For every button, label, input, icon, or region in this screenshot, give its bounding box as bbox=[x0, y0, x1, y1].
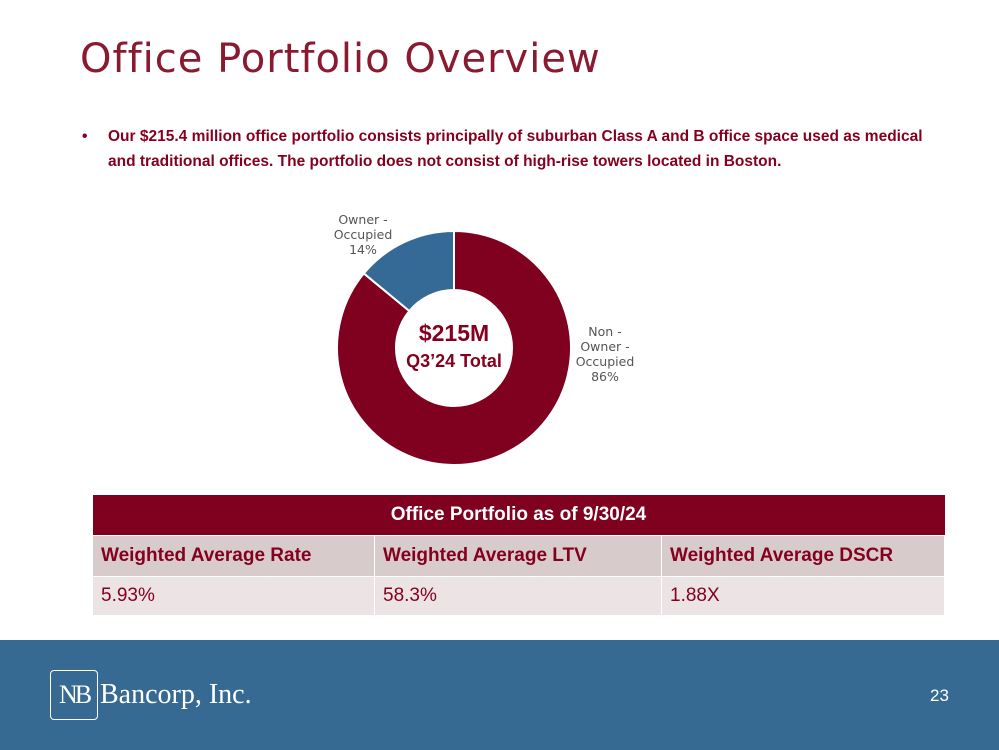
donut-center-label: $215M Q3’24 Total bbox=[380, 318, 528, 374]
office-portfolio-table: Office Portfolio as of 9/30/24 Weighted … bbox=[92, 495, 945, 616]
label-line: Owner - bbox=[580, 339, 630, 354]
value-ltv: 58.3% bbox=[374, 576, 662, 616]
header-ltv: Weighted Average LTV bbox=[374, 535, 662, 577]
owner-occupied-label: Owner - Occupied 14% bbox=[318, 212, 408, 257]
header-rate: Weighted Average Rate bbox=[92, 535, 375, 577]
label-line: Owner - bbox=[338, 212, 388, 227]
total-caption: Q3’24 Total bbox=[406, 351, 502, 371]
company-logo: NB Bancorp, Inc. bbox=[50, 670, 252, 720]
table-header-row: Weighted Average Rate Weighted Average L… bbox=[92, 535, 945, 577]
total-value: $215M bbox=[418, 320, 490, 346]
table-row: 5.93% 58.3% 1.88X bbox=[92, 576, 945, 616]
bullet-text: Our $215.4 million office portfolio cons… bbox=[108, 128, 923, 170]
page-number: 23 bbox=[930, 686, 949, 705]
value-dscr: 1.88X bbox=[661, 576, 945, 616]
logo-text: Bancorp, Inc. bbox=[100, 679, 252, 710]
bullet-point: • Our $215.4 million office portfolio co… bbox=[82, 124, 942, 174]
donut-slice-owner-occupied bbox=[362, 229, 455, 313]
label-line: Occupied bbox=[575, 354, 635, 369]
table-title: Office Portfolio as of 9/30/24 bbox=[92, 495, 945, 536]
label-line: Occupied bbox=[333, 227, 393, 242]
page-title: Office Portfolio Overview bbox=[80, 36, 601, 82]
donut-chart bbox=[336, 229, 572, 466]
donut-slice-non-owner-occupied bbox=[336, 229, 572, 466]
non-owner-occupied-label: Non - Owner - Occupied 86% bbox=[560, 324, 650, 384]
value-rate: 5.93% bbox=[92, 576, 375, 616]
label-line: Non - bbox=[588, 324, 622, 339]
bullet-icon: • bbox=[82, 128, 88, 145]
label-percent: 14% bbox=[349, 242, 377, 257]
logo-mark: NB bbox=[50, 670, 98, 720]
footer-band bbox=[0, 640, 999, 750]
header-dscr: Weighted Average DSCR bbox=[661, 535, 945, 577]
label-percent: 86% bbox=[591, 369, 619, 384]
